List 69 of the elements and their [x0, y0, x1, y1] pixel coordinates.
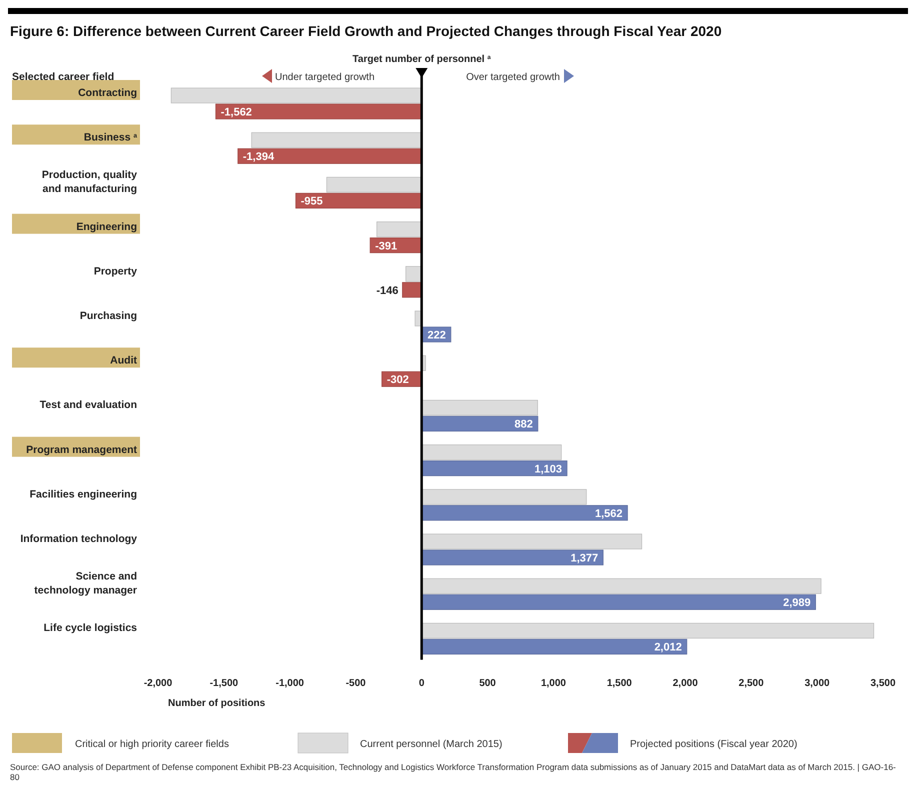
bar	[421, 594, 816, 610]
ref-line-label: Target number of personnel $^{a}$	[352, 54, 492, 65]
y-tick-label: Purchasing	[80, 310, 137, 322]
data-label: -1,562	[220, 106, 252, 118]
bar	[251, 132, 422, 148]
bar	[421, 550, 604, 566]
bar	[402, 282, 422, 298]
y-tick-label: Facilities engineering	[30, 488, 137, 500]
x-tick-label: 2,000	[672, 678, 698, 689]
y-tick-label: Information technology	[20, 533, 138, 545]
bar	[170, 88, 422, 104]
y-tick-label: Program management	[26, 444, 138, 456]
chart-title: Figure 6: Difference between Current Career Field Growth and Projected Changes through Fiscal Year 2020	[10, 23, 722, 39]
legend-label: Projected positions (Fiscal year 2020)	[630, 739, 798, 750]
data-label: 1,103	[534, 463, 562, 476]
data-label: 1,377	[570, 552, 598, 564]
x-tick-label: 3,000	[804, 678, 830, 689]
data-label: 1,562	[595, 508, 623, 520]
bar	[421, 578, 822, 594]
y-tick-label: Business $^{a}$	[84, 132, 138, 144]
data-label: 2,989	[783, 597, 811, 610]
bar	[421, 416, 538, 432]
y-tick-label: Property	[94, 265, 138, 278]
data-label: -302	[386, 374, 409, 386]
x-tick-label: 3,500	[870, 678, 896, 689]
source-note: Source: GAO analysis of Department of Defense component Exhibit PB-23 Acquisition, Technology and Logistics Workforce Transformation Program data submissions as of January 2015 and DataMart data as of March 2015. | GAO-16-80	[10, 762, 897, 782]
bar	[421, 444, 562, 460]
annotation: Under targeted growth	[275, 72, 375, 83]
text: Critical or high priority career fields	[75, 739, 229, 750]
y-tick-label: Contracting	[78, 87, 137, 99]
x-tick-label: -1,500	[210, 678, 239, 689]
bar	[421, 460, 568, 476]
bar	[421, 400, 538, 416]
y-axis-title: Selected career field	[12, 71, 114, 83]
bar	[421, 534, 642, 550]
data-label: -955	[300, 196, 323, 208]
y-tick-label: Production, quality and manufacturing	[42, 169, 138, 196]
bar	[421, 505, 628, 521]
bar	[326, 176, 422, 192]
x-tick-label: -2,000	[144, 678, 173, 689]
x-tick-label: -500	[346, 678, 366, 689]
x-axis-title: Number of positions	[168, 698, 266, 709]
x-tick-label: 2,500	[738, 678, 764, 689]
x-tick-label: 1,000	[540, 678, 566, 689]
bar	[421, 489, 587, 505]
y-tick-label: Audit	[110, 354, 138, 367]
bar	[215, 104, 422, 120]
data-label: -146	[376, 284, 398, 297]
annotation: Over targeted growth	[466, 72, 560, 83]
bar	[421, 638, 688, 654]
y-tick-label: Life cycle logistics	[44, 622, 138, 634]
data-label: 2,012	[654, 642, 682, 654]
y-tick-label: Engineering	[76, 220, 137, 233]
data-label: 882	[514, 418, 533, 431]
data-label: -391	[375, 240, 398, 252]
x-tick-label: 1,500	[606, 678, 632, 689]
x-tick-label: 500	[479, 678, 496, 689]
bar	[406, 266, 422, 282]
x-tick-label: -1,000	[276, 678, 304, 689]
data-label: 222	[428, 330, 446, 342]
bar	[421, 622, 874, 638]
y-tick-label: Test and evaluation	[40, 399, 137, 412]
x-tick-label: 0	[418, 678, 425, 689]
bar	[295, 192, 422, 208]
legend-label: Current personnel (March 2015)	[360, 739, 502, 750]
bar	[238, 148, 422, 164]
bar	[376, 222, 422, 238]
data-label: -1,394	[242, 151, 275, 164]
y-tick-label: Science and technology manager	[34, 570, 137, 597]
